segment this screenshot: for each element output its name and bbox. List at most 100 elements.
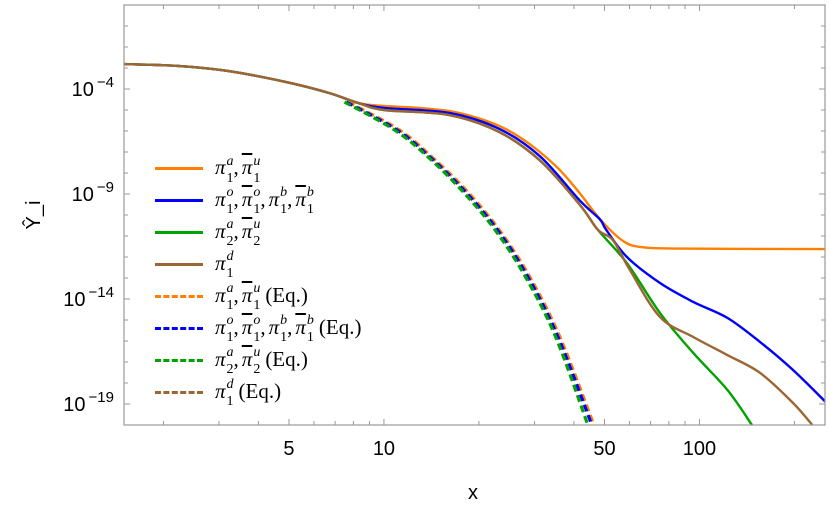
legend-subscript: 1 <box>253 170 261 186</box>
legend-subscript: 1 <box>226 266 234 282</box>
legend-subscript: 1 <box>253 202 261 218</box>
legend: π a 1, π u 1 π o 1, π o 1, π b 1, π b 1 π a 2, π u 2 π d 1 π a 1, π u 1(… <box>155 153 361 408</box>
legend-suffix: (Eq.) <box>238 378 282 403</box>
y-tick-base: 10 <box>72 79 94 101</box>
legend-symbol: π <box>268 187 280 212</box>
legend-swatch <box>155 295 203 298</box>
legend-suffix: (Eq.) <box>265 282 308 307</box>
legend-symbol: π <box>241 346 253 371</box>
legend-superscript: a <box>226 153 234 169</box>
y-tick-label: 10 −14 <box>63 284 114 311</box>
legend-comma: , <box>233 187 239 212</box>
y-tick-base: 10 <box>63 394 85 416</box>
legend-swatch <box>155 231 203 235</box>
legend-comma: , <box>233 155 239 180</box>
legend-swatch <box>155 167 203 171</box>
legend-superscript: u <box>253 344 261 360</box>
legend-symbol: π <box>215 219 226 244</box>
legend-superscript: u <box>253 153 261 169</box>
legend-suffix: (Eq.) <box>318 314 362 339</box>
legend-entry: π o 1, π o 1, π b 1, π b 1 (Eq.) <box>155 312 361 344</box>
legend-swatch <box>155 326 203 330</box>
legend-subscript: 1 <box>226 202 234 218</box>
legend-suffix: (Eq.) <box>265 346 308 371</box>
legend-label: π d 1 (Eq.) <box>215 376 282 409</box>
x-tick-label: 50 <box>593 438 615 460</box>
legend-superscript: d <box>226 376 234 392</box>
y-axis-label: Ŷ_i <box>22 201 45 230</box>
legend-subscript: 1 <box>280 202 288 218</box>
legend-subscript: 1 <box>306 329 314 345</box>
legend-label: π a 2, π u 2 (Eq.) <box>215 344 308 377</box>
legend-symbol: π <box>215 187 226 212</box>
legend-swatch <box>155 390 203 394</box>
y-tick-exp: −19 <box>89 389 114 406</box>
legend-label: π a 1, π u 1 (Eq.) <box>215 281 308 314</box>
legend-comma: , <box>233 219 239 244</box>
legend-subscript: 1 <box>253 298 261 314</box>
legend-superscript: u <box>253 281 261 297</box>
series-line-6 <box>343 100 590 425</box>
legend-symbol: π <box>215 251 226 276</box>
legend-subscript: 1 <box>253 329 261 345</box>
legend-superscript: a <box>226 281 234 297</box>
legend-superscript: b <box>306 185 314 201</box>
y-tick-exp: −9 <box>97 179 114 196</box>
legend-symbol: π <box>215 346 226 371</box>
legend-symbol: π <box>215 282 226 307</box>
legend-symbol: π <box>241 282 253 307</box>
legend-comma: , <box>287 314 293 339</box>
legend-comma: , <box>233 282 239 307</box>
legend-entry: π d 1 (Eq.) <box>155 376 361 408</box>
legend-subscript: 2 <box>226 361 234 377</box>
legend-symbol: π <box>268 314 280 339</box>
legend-swatch <box>155 358 203 362</box>
legend-symbol: π <box>241 314 253 339</box>
legend-superscript: a <box>226 344 234 360</box>
legend-symbol: π <box>215 155 226 180</box>
legend-subscript: 2 <box>253 234 261 250</box>
y-tick-base: 10 <box>63 289 85 311</box>
legend-subscript: 2 <box>226 234 234 250</box>
legend-subscript: 1 <box>280 329 288 345</box>
x-tick-label: 100 <box>683 438 716 460</box>
legend-superscript: a <box>226 217 234 233</box>
legend-subscript: 1 <box>226 329 234 345</box>
legend-subscript: 1 <box>226 393 234 409</box>
legend-subscript: 1 <box>226 298 234 314</box>
legend-swatch <box>155 263 203 267</box>
legend-symbol: π <box>241 219 253 244</box>
legend-comma: , <box>233 346 239 371</box>
legend-subscript: 1 <box>226 170 234 186</box>
legend-comma: , <box>287 187 293 212</box>
legend-superscript: o <box>226 185 234 201</box>
legend-symbol: π <box>295 187 306 212</box>
y-tick-base: 10 <box>72 184 94 206</box>
